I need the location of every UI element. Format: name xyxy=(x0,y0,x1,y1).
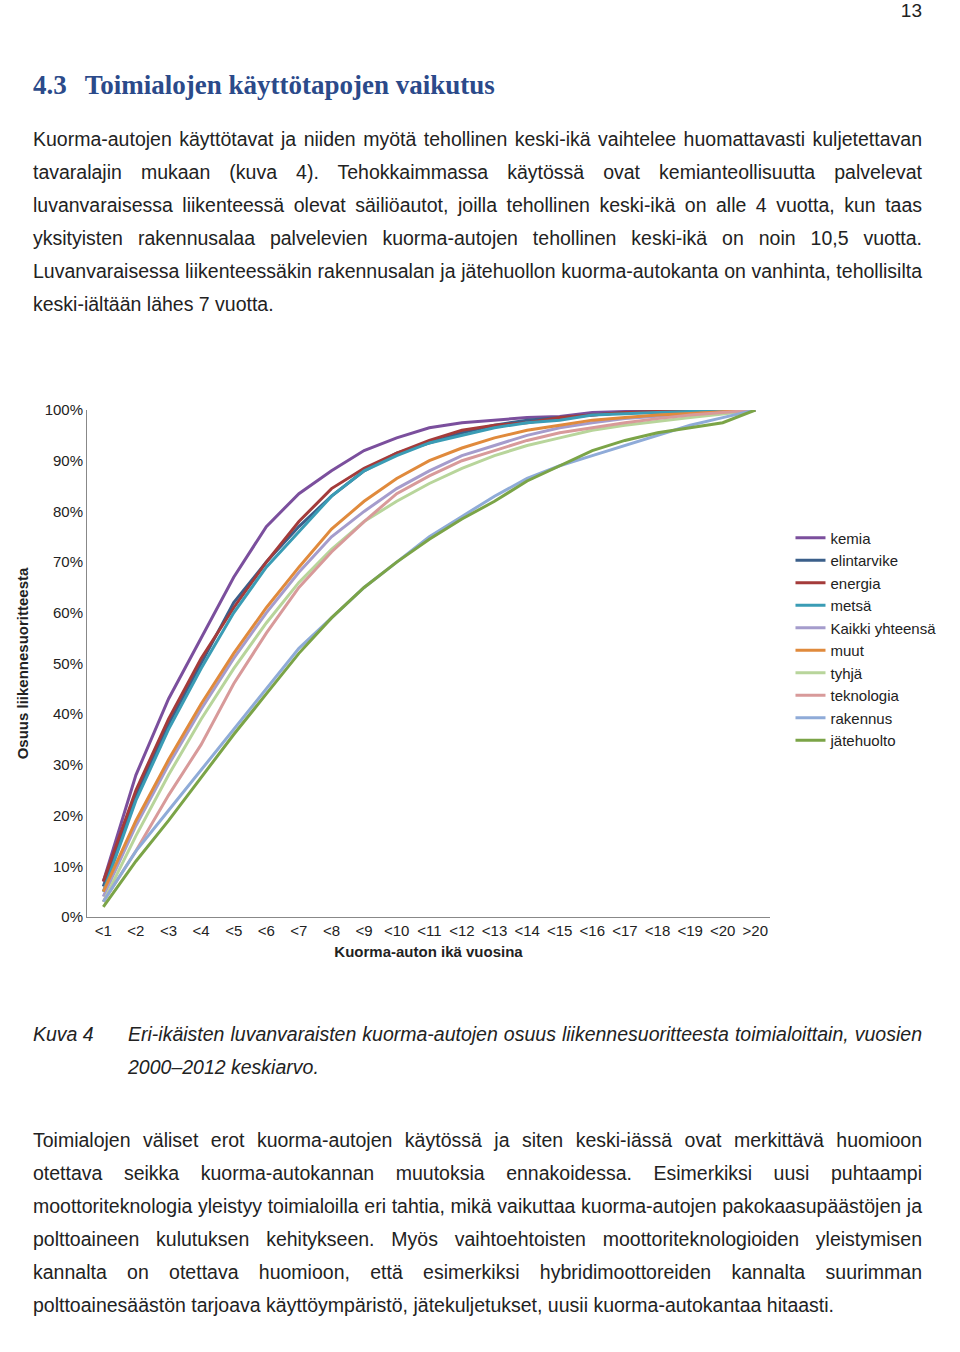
html-text:Eri-ikäisten luvanvaraisten ku: Eri-ikäisten luvanvaraisten kuorma-autoj… xyxy=(128,1023,922,1078)
html-text:Kuorma-autojen käyttötavat ja: Kuorma-autojen käyttötavat ja niiden myö… xyxy=(33,128,922,315)
svg-text:<1: <1 xyxy=(95,922,112,939)
svg-text:kemia: kemia xyxy=(830,530,871,547)
svg-text:<5: <5 xyxy=(225,922,242,939)
svg-text:energia: energia xyxy=(830,575,881,592)
svg-text:<17: <17 xyxy=(612,922,637,939)
svg-text:<10: <10 xyxy=(384,922,409,939)
svg-text:10%: 10% xyxy=(53,858,83,875)
svg-text:<20: <20 xyxy=(710,922,735,939)
html-text:Toimialojen käyttötapojen vaik: Toimialojen käyttötapojen vaikutus xyxy=(84,70,495,100)
svg-text:Osuus liikennesuoritteesta: Osuus liikennesuoritteesta xyxy=(14,567,31,759)
svg-text:jätehuolto: jätehuolto xyxy=(829,732,895,749)
svg-text:80%: 80% xyxy=(53,503,83,520)
svg-text:<6: <6 xyxy=(258,922,275,939)
svg-text:20%: 20% xyxy=(53,807,83,824)
svg-text:40%: 40% xyxy=(53,705,83,722)
svg-text:Kaikki yhteensä: Kaikki yhteensä xyxy=(830,620,936,637)
svg-text:<15: <15 xyxy=(547,922,572,939)
svg-text:>20: >20 xyxy=(743,922,768,939)
svg-text:Kuorma-auton ikä vuosina: Kuorma-auton ikä vuosina xyxy=(334,943,523,960)
html-text:Kuva 4: Kuva 4 xyxy=(33,1023,94,1045)
svg-text:30%: 30% xyxy=(53,756,83,773)
svg-text:60%: 60% xyxy=(53,604,83,621)
html-text:Toimialojen väliset erot kuorm: Toimialojen väliset erot kuorma-autojen … xyxy=(33,1129,922,1316)
svg-text:elintarvike: elintarvike xyxy=(830,552,898,569)
svg-text:<11: <11 xyxy=(417,922,441,939)
html-text:13: 13 xyxy=(900,0,922,21)
svg-text:metsä: metsä xyxy=(830,597,872,614)
svg-text:<13: <13 xyxy=(482,922,507,939)
svg-text:70%: 70% xyxy=(53,553,83,570)
svg-text:tyhjä: tyhjä xyxy=(830,665,862,682)
svg-text:50%: 50% xyxy=(53,655,83,672)
svg-text:teknologia: teknologia xyxy=(830,687,899,704)
svg-text:<8: <8 xyxy=(323,922,340,939)
svg-text:<2: <2 xyxy=(127,922,144,939)
html-text:4.3: 4.3 xyxy=(33,70,67,100)
svg-text:<14: <14 xyxy=(514,922,539,939)
svg-text:<9: <9 xyxy=(356,922,373,939)
svg-text:<4: <4 xyxy=(193,922,210,939)
svg-text:<12: <12 xyxy=(449,922,474,939)
svg-text:muut: muut xyxy=(830,642,864,659)
svg-text:<7: <7 xyxy=(290,922,307,939)
svg-text:<19: <19 xyxy=(677,922,702,939)
svg-text:100%: 100% xyxy=(45,401,83,418)
svg-text:<16: <16 xyxy=(580,922,605,939)
svg-text:<18: <18 xyxy=(645,922,670,939)
svg-text:<3: <3 xyxy=(160,922,177,939)
svg-text:0%: 0% xyxy=(61,908,83,925)
svg-text:90%: 90% xyxy=(53,452,83,469)
svg-text:rakennus: rakennus xyxy=(830,710,892,727)
